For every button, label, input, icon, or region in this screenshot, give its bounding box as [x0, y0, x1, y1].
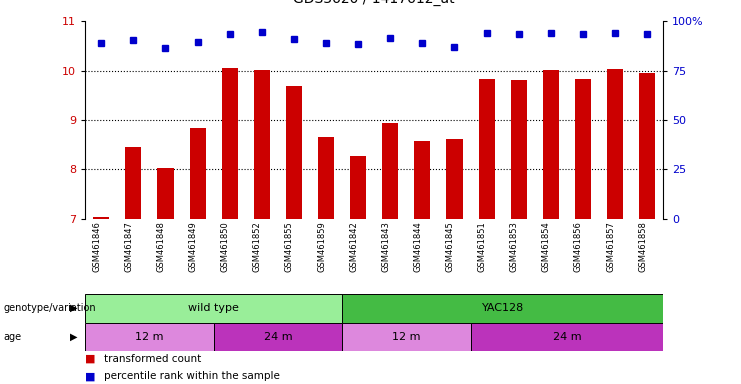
Bar	[253, 70, 270, 219]
Bar	[575, 79, 591, 219]
Bar	[382, 124, 399, 219]
Text: ■: ■	[85, 354, 96, 364]
Text: GSM461843: GSM461843	[382, 221, 391, 272]
Bar	[446, 139, 462, 219]
Bar	[125, 147, 142, 219]
Bar	[607, 69, 623, 219]
Text: GSM461858: GSM461858	[638, 221, 647, 272]
Text: GSM461853: GSM461853	[510, 221, 519, 272]
Text: GSM461847: GSM461847	[124, 221, 133, 272]
Text: 12 m: 12 m	[392, 332, 421, 342]
Bar	[479, 79, 495, 219]
Text: wild type: wild type	[188, 303, 239, 313]
Bar	[85, 294, 342, 323]
Bar	[511, 81, 527, 219]
Text: ▶: ▶	[70, 303, 78, 313]
Text: 12 m: 12 m	[135, 332, 164, 342]
Bar	[222, 68, 238, 219]
Text: ▶: ▶	[70, 332, 78, 342]
Text: GSM461855: GSM461855	[285, 221, 294, 272]
Bar	[213, 323, 342, 351]
Text: GSM461857: GSM461857	[606, 221, 615, 272]
Bar	[85, 323, 213, 351]
Bar	[157, 169, 173, 219]
Text: GSM461846: GSM461846	[93, 221, 102, 272]
Text: GSM461842: GSM461842	[349, 221, 358, 272]
Text: genotype/variation: genotype/variation	[4, 303, 96, 313]
Text: YAC128: YAC128	[482, 303, 524, 313]
Text: GSM461856: GSM461856	[574, 221, 583, 272]
Text: GSM461859: GSM461859	[317, 221, 326, 272]
Bar	[342, 294, 663, 323]
Bar	[471, 323, 663, 351]
Bar	[542, 70, 559, 219]
Text: percentile rank within the sample: percentile rank within the sample	[104, 371, 279, 381]
Text: 24 m: 24 m	[264, 332, 292, 342]
Text: GSM461845: GSM461845	[445, 221, 454, 272]
Bar	[342, 323, 471, 351]
Text: 24 m: 24 m	[553, 332, 581, 342]
Text: ■: ■	[85, 371, 96, 381]
Bar	[350, 156, 366, 219]
Bar	[318, 137, 334, 219]
Bar	[93, 217, 110, 219]
Text: GSM461850: GSM461850	[221, 221, 230, 272]
Bar	[286, 86, 302, 219]
Bar	[639, 73, 655, 219]
Text: GSM461851: GSM461851	[478, 221, 487, 272]
Text: GSM461852: GSM461852	[253, 221, 262, 272]
Text: age: age	[4, 332, 21, 342]
Text: GSM461849: GSM461849	[189, 221, 198, 272]
Text: GSM461854: GSM461854	[542, 221, 551, 272]
Text: transformed count: transformed count	[104, 354, 201, 364]
Bar	[190, 128, 205, 219]
Text: GSM461844: GSM461844	[413, 221, 422, 272]
Text: GDS3620 / 1417612_at: GDS3620 / 1417612_at	[293, 0, 455, 6]
Text: GSM461848: GSM461848	[156, 221, 165, 272]
Bar	[414, 141, 431, 219]
